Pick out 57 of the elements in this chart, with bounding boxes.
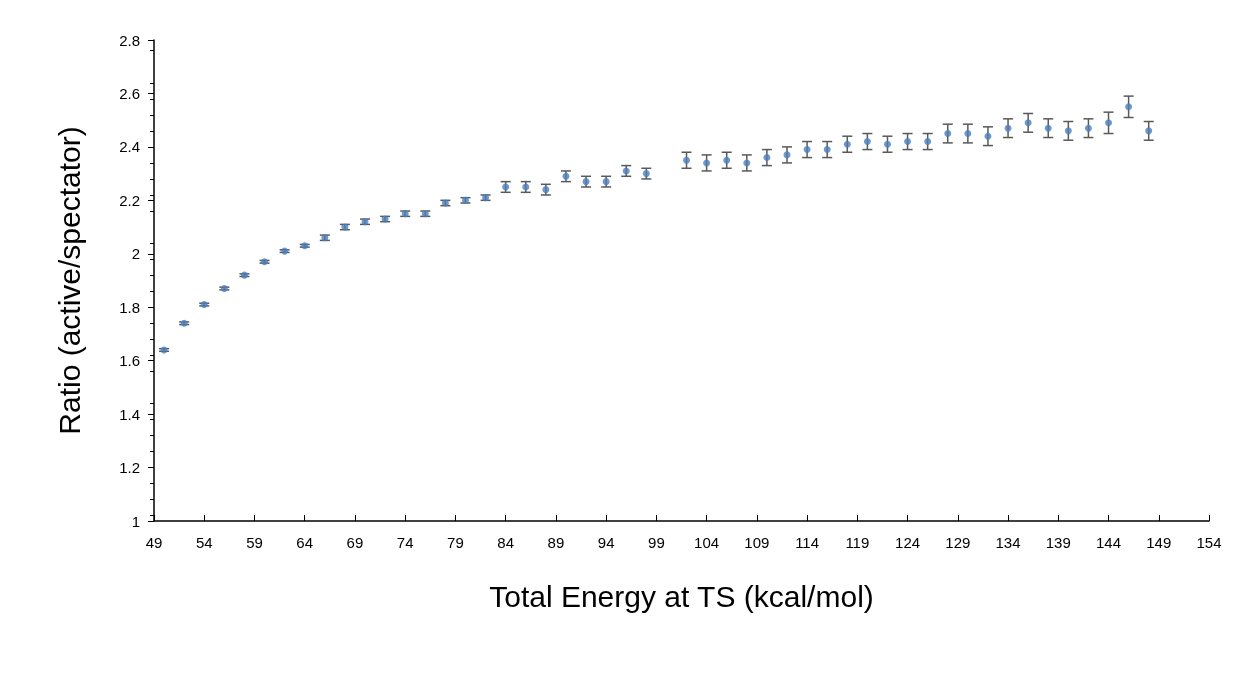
point — [1004, 124, 1012, 132]
x-tick-label: 129 — [945, 534, 971, 551]
x-tick-label: 49 — [145, 534, 163, 551]
y-tick-label: 2.6 — [119, 84, 140, 102]
point — [944, 130, 952, 138]
x-tick-label: 69 — [346, 534, 364, 551]
y-tick-label: 2.8 — [119, 31, 140, 49]
point — [683, 156, 691, 164]
y-tick-label: 2.2 — [119, 191, 140, 209]
x-tick-label: 114 — [795, 534, 820, 551]
x-tick-label: 79 — [447, 534, 464, 551]
point — [1064, 127, 1072, 135]
point — [964, 130, 972, 138]
point — [703, 159, 711, 167]
point — [1105, 119, 1113, 127]
x-tick-label: 84 — [497, 534, 515, 551]
x-tick-label: 149 — [1146, 534, 1172, 551]
x-tick-label: 74 — [396, 534, 414, 551]
y-tick-label: 2.4 — [119, 138, 140, 156]
point — [1024, 119, 1032, 127]
x-tick-label: 109 — [744, 534, 770, 551]
y-tick-label: 1.8 — [119, 298, 140, 316]
point — [723, 156, 731, 164]
x-tick-label: 94 — [597, 534, 615, 551]
x-tick-label: 64 — [296, 534, 314, 551]
point — [1044, 124, 1052, 132]
x-tick-label: 99 — [648, 534, 665, 551]
y-tick-label: 1.6 — [119, 352, 140, 370]
x-tick-label: 89 — [547, 534, 565, 551]
point — [883, 140, 891, 148]
x-tick-label: 54 — [195, 534, 213, 551]
point — [863, 138, 871, 146]
point — [823, 146, 831, 154]
point — [904, 138, 912, 146]
x-axis-title: Total Energy at TS (kcal/mol) — [489, 579, 874, 613]
x-tick-label: 124 — [895, 534, 921, 551]
point — [924, 138, 932, 146]
x-tick-label: 139 — [1045, 534, 1071, 551]
x-tick-label: 59 — [246, 534, 263, 551]
point — [843, 140, 851, 148]
x-tick-label: 154 — [1196, 534, 1222, 551]
point — [984, 132, 992, 140]
point — [1084, 124, 1092, 132]
y-tick-label: 1 — [131, 512, 140, 530]
point — [763, 154, 771, 162]
y-tick-label: 1.4 — [119, 405, 140, 423]
y-tick-label: 1.2 — [119, 459, 140, 477]
y-tick-label: 2 — [131, 245, 140, 263]
point — [803, 146, 811, 154]
x-tick-label: 134 — [995, 534, 1021, 551]
y-axis-title: Ratio (active/spectator) — [52, 126, 86, 435]
x-tick-label: 144 — [1096, 534, 1122, 551]
x-tick-label: 119 — [845, 534, 870, 551]
point — [1145, 127, 1153, 135]
x-tick-label: 104 — [694, 534, 720, 551]
point — [1125, 103, 1133, 111]
point — [743, 159, 751, 167]
